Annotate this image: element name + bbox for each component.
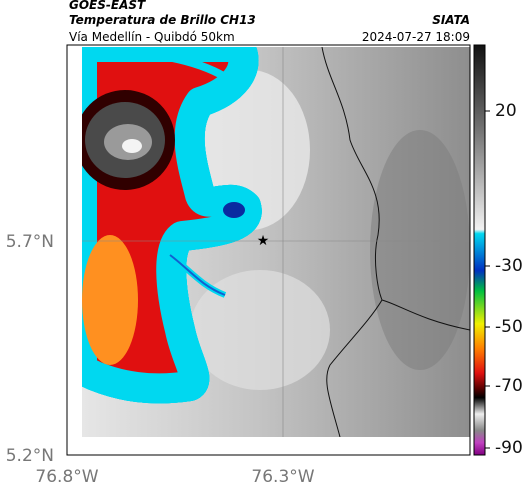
colorbar-tick-label: -50 [495,317,523,337]
colorbar-tick-label: -30 [495,256,523,276]
map-frame [66,44,471,456]
y-axis-label: 5.2°N [6,446,54,466]
x-axis-label: 76.3°W [251,467,314,487]
colorbar-tick-label: -90 [495,438,523,458]
title: GOES-EAST [69,0,146,12]
x-axis-label: 76.8°W [35,467,98,487]
source: SIATA [432,13,470,27]
timestamp: 2024-07-27 18:09 [362,30,470,44]
svg-text:★: ★ [257,233,270,249]
y-axis-label: 5.7°N [6,232,54,252]
colorbar [473,44,486,456]
colorbar-tick-label: -70 [495,376,523,396]
colorbar-tick-label: 20 [495,101,517,121]
subtitle: Temperatura de Brillo CH13 [69,13,256,27]
route: Vía Medellín - Quibdó 50km [69,30,235,44]
satellite-image: ★ [82,47,470,437]
labels: 76.8°W 76.3°W 5.7°N 5.2°N 20 -30 -50 -70 -90 [6,101,523,487]
